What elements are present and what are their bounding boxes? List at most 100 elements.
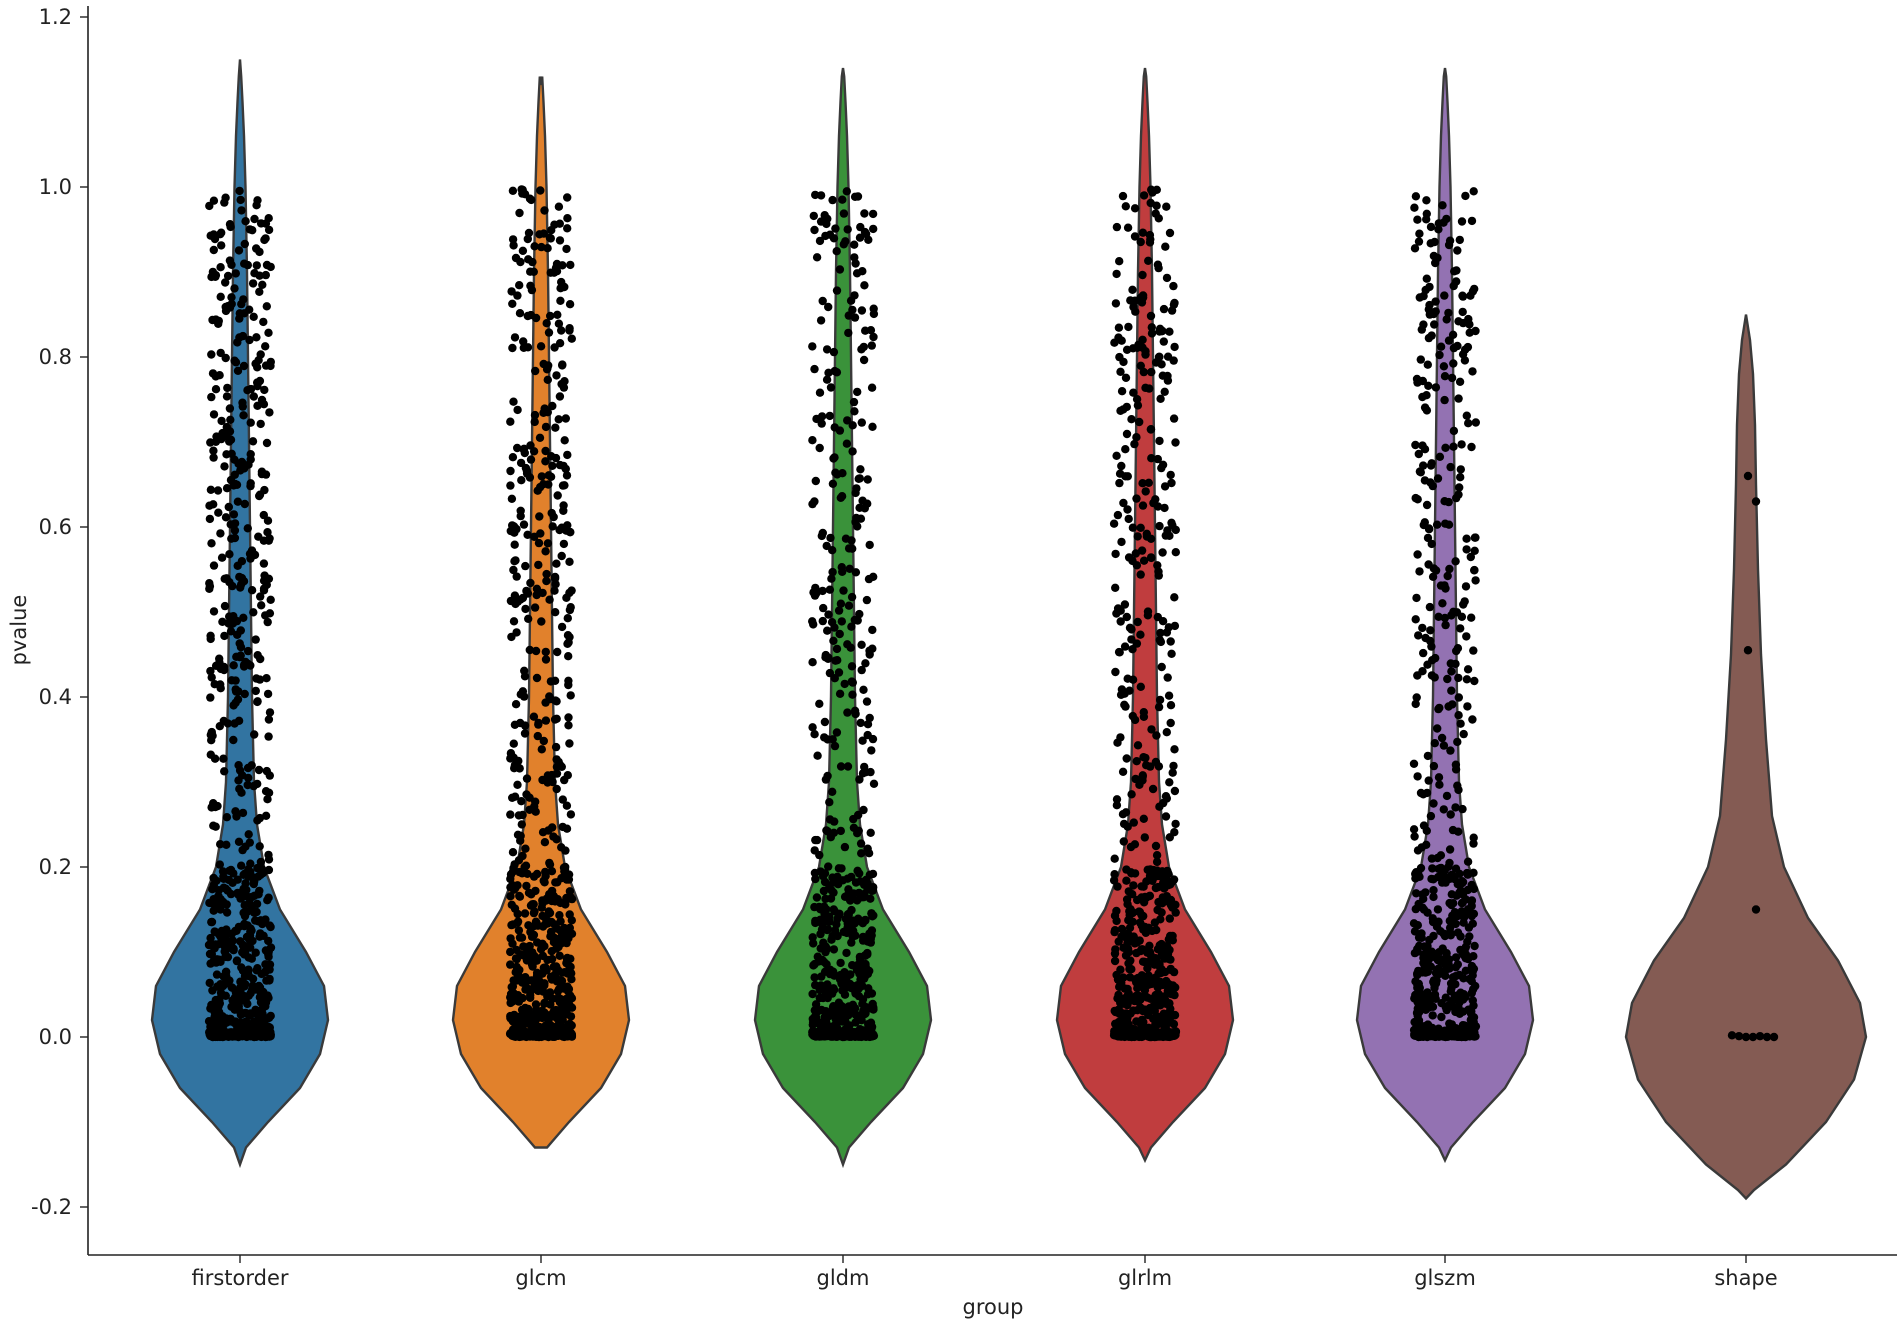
- data-point: [1165, 228, 1175, 238]
- data-point: [1423, 751, 1433, 761]
- data-point: [1449, 914, 1458, 923]
- data-point: [1144, 478, 1154, 487]
- data-point: [1425, 602, 1435, 612]
- data-point: [1415, 467, 1425, 476]
- data-point: [229, 701, 238, 710]
- data-point: [567, 334, 576, 343]
- data-point: [1429, 799, 1438, 808]
- data-point: [265, 408, 274, 417]
- data-point: [541, 716, 551, 725]
- data-point: [526, 441, 535, 450]
- data-point: [1157, 463, 1166, 473]
- data-point: [561, 1010, 571, 1019]
- data-point: [1116, 998, 1125, 1007]
- data-point: [817, 972, 826, 981]
- data-point: [1469, 187, 1478, 196]
- data-point: [822, 982, 831, 992]
- data-point: [547, 1028, 556, 1037]
- data-point: [1158, 326, 1167, 336]
- data-point: [517, 933, 527, 942]
- data-point: [243, 646, 253, 656]
- data-point: [1428, 656, 1437, 665]
- data-point: [1119, 405, 1128, 414]
- data-point: [237, 299, 246, 309]
- data-point: [217, 241, 226, 250]
- data-point: [1443, 674, 1452, 684]
- data-point: [552, 259, 562, 269]
- data-point: [1429, 875, 1438, 884]
- data-point: [562, 801, 572, 810]
- data-point: [209, 245, 218, 255]
- data-point: [255, 247, 264, 257]
- data-point: [822, 960, 831, 969]
- data-point: [228, 581, 237, 591]
- data-point: [1459, 600, 1468, 609]
- data-point: [225, 550, 234, 559]
- data-point: [1131, 549, 1141, 558]
- data-point: [1431, 258, 1440, 268]
- data-point: [521, 561, 530, 571]
- data-point: [253, 697, 262, 706]
- data-point: [222, 813, 232, 822]
- data-point: [1419, 648, 1428, 658]
- data-point: [869, 224, 878, 234]
- data-point: [517, 476, 526, 485]
- data-point: [216, 988, 226, 997]
- data-point: [266, 943, 276, 952]
- data-point: [1111, 549, 1120, 559]
- data-point: [1463, 665, 1473, 674]
- data-point: [548, 994, 557, 1003]
- data-point: [227, 534, 236, 543]
- data-point: [238, 808, 248, 818]
- data-point: [537, 903, 546, 912]
- data-point: [1466, 552, 1476, 562]
- data-point: [1133, 343, 1142, 352]
- data-point: [244, 460, 253, 469]
- data-point: [1440, 931, 1450, 941]
- data-point: [534, 1030, 543, 1039]
- data-point: [237, 580, 246, 589]
- data-point: [565, 588, 574, 598]
- data-point: [230, 526, 240, 535]
- data-point: [207, 736, 216, 745]
- data-point: [209, 873, 218, 883]
- data-point: [542, 319, 551, 328]
- points-layer: [204, 185, 1779, 1042]
- data-point: [842, 439, 852, 448]
- data-point: [1121, 373, 1131, 382]
- data-point: [1449, 281, 1458, 291]
- data-point: [863, 720, 873, 729]
- data-point: [240, 901, 249, 910]
- data-point: [1116, 617, 1125, 626]
- data-point: [255, 287, 264, 296]
- data-point: [547, 867, 557, 876]
- data-point: [1123, 929, 1133, 938]
- data-point: [867, 746, 876, 755]
- data-point: [1439, 805, 1449, 814]
- data-point: [1447, 667, 1456, 676]
- data-point: [1112, 1029, 1122, 1039]
- data-point: [1133, 401, 1143, 410]
- data-point: [809, 620, 818, 629]
- data-point: [1468, 967, 1478, 976]
- data-point: [1433, 474, 1443, 483]
- data-point: [1153, 945, 1163, 954]
- data-point: [1146, 311, 1156, 321]
- data-point: [838, 195, 847, 204]
- data-point: [560, 436, 569, 445]
- data-point: [1413, 983, 1422, 992]
- data-point: [506, 466, 515, 476]
- data-point: [814, 902, 824, 912]
- data-point: [1435, 969, 1444, 979]
- data-point: [863, 730, 872, 740]
- data-point: [1118, 191, 1128, 201]
- data-point: [1409, 1025, 1419, 1035]
- data-point: [1134, 1032, 1144, 1042]
- data-point: [512, 945, 521, 955]
- data-point: [1155, 695, 1165, 705]
- data-point: [239, 613, 248, 622]
- y-tick-label: 1.2: [39, 5, 72, 29]
- data-point: [543, 771, 553, 780]
- data-point: [212, 970, 222, 979]
- data-point: [1463, 905, 1473, 914]
